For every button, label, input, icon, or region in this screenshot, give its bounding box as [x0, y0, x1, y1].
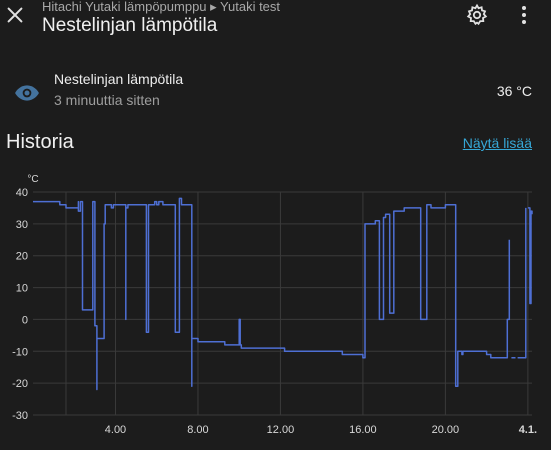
y-tick-label: 10 — [16, 283, 28, 295]
x-tick-label: 4.1. — [519, 424, 537, 436]
x-tick-label: 4.00 — [105, 424, 126, 436]
history-title: Historia — [6, 131, 74, 153]
breadcrumb[interactable]: Hitachi Yutaki lämpöpumppu ▸ Yutaki test — [42, 0, 281, 14]
series-line[interactable] — [33, 197, 533, 391]
x-tick-label: 8.00 — [187, 424, 208, 436]
close-icon[interactable] — [4, 4, 26, 26]
x-tick-label: 16.00 — [349, 424, 377, 436]
settings-icon[interactable] — [465, 3, 489, 27]
entity-last-changed: 3 minuuttia sitten — [54, 92, 160, 108]
eye-icon — [15, 85, 39, 101]
entity-name: Nestelinjan lämpötila — [54, 71, 184, 87]
more-vertical-icon[interactable] — [515, 4, 533, 26]
dialog-header: Hitachi Yutaki lämpöpumppu ▸ Yutaki test… — [0, 0, 551, 44]
dialog-title: Nestelinjan lämpötila — [42, 15, 218, 36]
y-tick-label: 40 — [16, 187, 28, 199]
x-tick-label: 12.00 — [267, 424, 295, 436]
y-tick-label: -20 — [12, 378, 28, 390]
history-chart[interactable]: 40 30 20 10 0 -10 -20 -30 4.00 8.00 12.00 16.00 20.0… — [0, 168, 551, 450]
entity-value: 36 °C — [496, 83, 532, 99]
y-tick-label: 30 — [16, 219, 28, 231]
y-tick-label: -10 — [12, 346, 28, 358]
y-tick-label: -30 — [12, 410, 28, 422]
y-tick-label: 20 — [16, 251, 28, 263]
entity-row: Nestelinjan lämpötila 3 minuuttia sitten… — [0, 64, 551, 116]
show-more-link[interactable]: Näytä lisää — [462, 135, 532, 151]
y-tick-label: 0 — [22, 314, 28, 326]
y-unit-label: °C — [27, 174, 38, 185]
x-tick-label: 20.00 — [432, 424, 460, 436]
